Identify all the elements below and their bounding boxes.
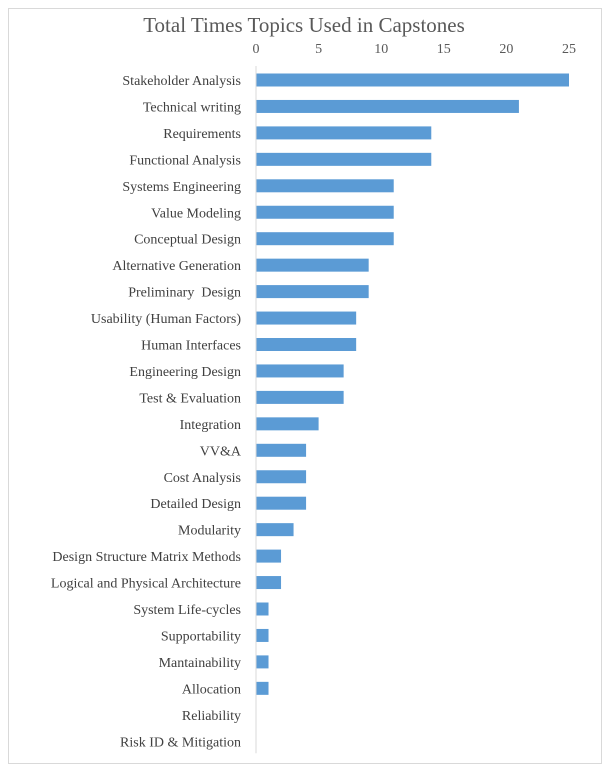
bar (256, 576, 282, 590)
category-label: Conceptual Design (134, 233, 241, 248)
bar (256, 99, 519, 113)
x-tick-label: 20 (499, 42, 513, 57)
category-label: Mantainability (159, 656, 241, 671)
category-label: Integration (180, 418, 241, 433)
bar (256, 470, 307, 484)
bar (256, 232, 394, 246)
bar (256, 258, 369, 272)
category-label: Functional Analysis (129, 153, 241, 168)
x-axis-ticks: 0 5 10 15 20 25 (253, 42, 577, 57)
category-label: Supportability (161, 629, 241, 644)
x-tick-label: 0 (253, 42, 260, 57)
category-label: Usability (Human Factors) (91, 312, 241, 327)
bar (256, 390, 344, 404)
bar (256, 628, 269, 642)
x-tick-label: 5 (315, 42, 322, 57)
bar (256, 311, 357, 325)
category-label: Requirements (163, 127, 241, 142)
bar (256, 126, 432, 140)
category-label: Stakeholder Analysis (122, 74, 241, 89)
bar (256, 549, 282, 563)
bar (256, 655, 269, 669)
bar (256, 73, 569, 87)
bar (256, 205, 394, 219)
bar (256, 523, 294, 537)
bar (256, 602, 269, 616)
bar (256, 681, 269, 695)
category-label: Preliminary Design (128, 286, 241, 301)
category-label: Modularity (178, 524, 241, 539)
bar (256, 417, 319, 431)
bar (256, 179, 394, 193)
bars (256, 73, 569, 695)
category-label: Value Modeling (151, 206, 241, 221)
category-label: Detailed Design (150, 497, 241, 512)
bar (256, 152, 432, 166)
category-label: Risk ID & Mitigation (120, 735, 241, 750)
x-tick-label: 25 (562, 42, 576, 57)
category-label: Allocation (182, 682, 241, 697)
category-label: Alternative Generation (112, 259, 241, 274)
bar (256, 443, 307, 457)
category-label: Reliability (182, 709, 241, 724)
category-label: System Life-cycles (133, 603, 241, 618)
category-label: Logical and Physical Architecture (51, 577, 241, 592)
category-label: Cost Analysis (164, 471, 241, 486)
x-tick-label: 10 (374, 42, 388, 57)
bar (256, 364, 344, 378)
category-label: Systems Engineering (122, 180, 241, 195)
bar (256, 496, 307, 510)
category-labels: Stakeholder Analysis Technical writing Req… (51, 74, 242, 750)
category-label: Technical writing (143, 100, 241, 115)
chart-title: Total Times Topics Used in Capstones (143, 13, 465, 37)
category-label: Test & Evaluation (139, 391, 241, 406)
category-label: VV&A (200, 444, 242, 459)
category-label: Engineering Design (129, 365, 241, 380)
category-label: Human Interfaces (141, 339, 241, 354)
category-label: Design Structure Matrix Methods (52, 550, 241, 565)
bar (256, 338, 357, 351)
bar (256, 285, 369, 299)
x-tick-label: 15 (437, 42, 451, 57)
